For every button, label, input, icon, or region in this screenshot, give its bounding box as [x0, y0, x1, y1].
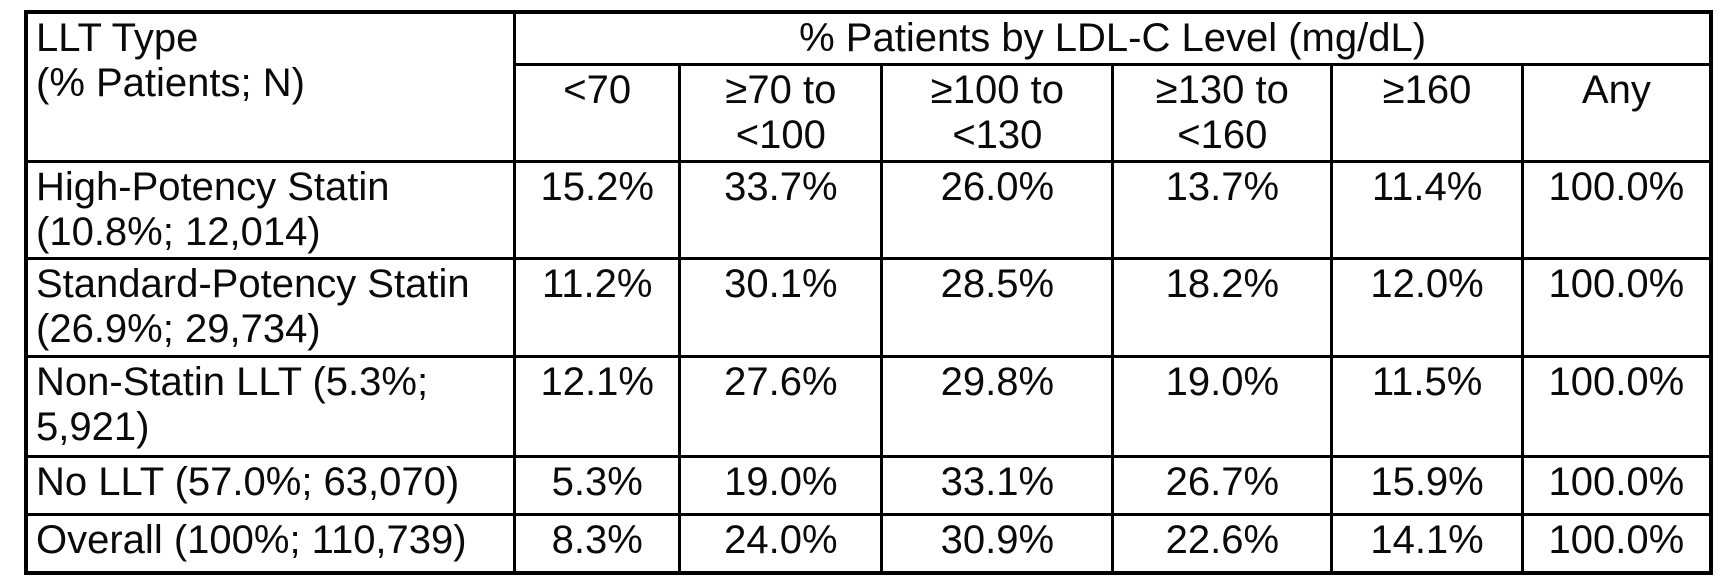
col-header-text: <130 — [952, 113, 1043, 157]
header-group-row: LLT Type (% Patients; N) % Patients by L… — [24, 10, 1713, 163]
value-cell: 11.2% — [513, 257, 682, 358]
value-cell: 26.7% — [1111, 455, 1334, 516]
value-cell: 30.9% — [880, 513, 1115, 574]
table-row-overall: Overall (100%; 110,739) 8.3% 24.0% 30.9%… — [24, 513, 1713, 574]
value-cell: 11.5% — [1330, 355, 1524, 458]
col-header-text: ≥130 to — [1155, 68, 1289, 112]
table-row-no-llt: No LLT (57.0%; 63,070) 5.3% 19.0% 33.1% … — [24, 455, 1713, 516]
table-row-non-statin-llt: Non-Statin LLT (5.3%; 5,921) 12.1% 27.6%… — [24, 355, 1713, 458]
group-header-ldl-level: % Patients by LDL-C Level (mg/dL) — [513, 10, 1713, 66]
value-cell: 26.0% — [880, 160, 1115, 260]
row-label: High-Potency Statin (10.8%; 12,014) — [24, 160, 517, 260]
value-cell: 14.1% — [1330, 513, 1524, 574]
row-label: Non-Statin LLT (5.3%; 5,921) — [24, 355, 517, 458]
value-cell: 100.0% — [1520, 455, 1713, 516]
value-cell: 28.5% — [880, 257, 1115, 358]
col-header-text: Any — [1581, 68, 1651, 112]
value-cell: 12.0% — [1330, 257, 1524, 358]
row-label: No LLT (57.0%; 63,070) — [24, 455, 517, 516]
col-header-text: ≥100 to — [930, 68, 1064, 112]
row-label: Standard-Potency Statin (26.9%; 29,734) — [24, 257, 517, 358]
col-header-130to160: ≥130 to <160 — [1111, 63, 1334, 163]
table-row-high-potency-statin: High-Potency Statin (10.8%; 12,014) 15.2… — [24, 160, 1713, 260]
value-cell: 15.9% — [1330, 455, 1524, 516]
value-cell: 27.6% — [678, 355, 884, 458]
col-header-ge160: ≥160 — [1330, 63, 1524, 163]
value-cell: 100.0% — [1520, 160, 1713, 260]
value-cell: 33.7% — [678, 160, 884, 260]
col-header-text: <100 — [735, 113, 826, 157]
value-cell: 30.1% — [678, 257, 884, 358]
value-cell: 100.0% — [1520, 513, 1713, 574]
value-cell: 19.0% — [1111, 355, 1334, 458]
col-header-text: ≥160 — [1382, 68, 1472, 112]
value-cell: 13.7% — [1111, 160, 1334, 260]
value-cell: 19.0% — [678, 455, 884, 516]
value-cell: 24.0% — [678, 513, 884, 574]
value-cell: 11.4% — [1330, 160, 1524, 260]
col-header-lt70: <70 — [513, 63, 682, 163]
row-label: Overall (100%; 110,739) — [24, 513, 517, 574]
value-cell: 22.6% — [1111, 513, 1334, 574]
table-row-standard-potency-statin: Standard-Potency Statin (26.9%; 29,734) … — [24, 257, 1713, 358]
col-header-100to130: ≥100 to <130 — [880, 63, 1115, 163]
corner-header-llt-type: LLT Type (% Patients; N) — [24, 10, 517, 163]
header-sub-row: <70 ≥70 to <100 ≥100 to <130 ≥130 to <16… — [26, 63, 1713, 163]
value-cell: 18.2% — [1111, 257, 1334, 358]
value-cell: 5.3% — [513, 455, 682, 516]
corner-header-line2: (% Patients; N) — [36, 61, 305, 105]
ldl-distribution-table: LLT Type (% Patients; N) % Patients by L… — [24, 10, 1713, 575]
value-cell: 12.1% — [513, 355, 682, 458]
value-cell: 8.3% — [513, 513, 682, 574]
value-cell: 15.2% — [513, 160, 682, 260]
value-cell: 100.0% — [1520, 257, 1713, 358]
col-header-70to100: ≥70 to <100 — [678, 63, 884, 163]
value-cell: 100.0% — [1520, 355, 1713, 458]
value-cell: 33.1% — [880, 455, 1115, 516]
col-header-any: Any — [1520, 63, 1713, 163]
col-header-text: <70 — [563, 68, 632, 112]
corner-header-line1: LLT Type — [36, 16, 199, 60]
col-header-text: <160 — [1177, 113, 1268, 157]
value-cell: 29.8% — [880, 355, 1115, 458]
col-header-text: ≥70 to — [725, 68, 837, 112]
